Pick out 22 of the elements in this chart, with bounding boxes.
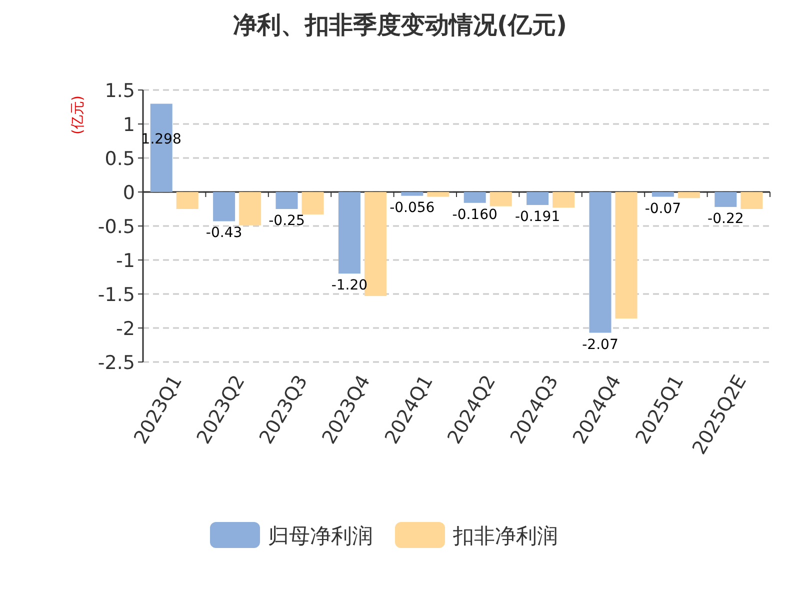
data-label: -2.07 xyxy=(582,336,618,353)
y-tick-label: -2.5 xyxy=(98,352,135,374)
data-label: -0.43 xyxy=(206,225,242,242)
y-tick-label: 0 xyxy=(122,182,135,204)
y-tick-label: -2 xyxy=(116,318,135,340)
data-label: -0.07 xyxy=(644,200,682,217)
y-tick-label: -0.5 xyxy=(98,216,135,238)
legend-label: 归母净利润 xyxy=(268,524,373,548)
y-tick-label: -1.5 xyxy=(98,284,135,306)
data-label: -0.160 xyxy=(452,206,498,223)
data-label: -0.22 xyxy=(708,210,744,227)
y-tick-label: 1.5 xyxy=(104,80,135,102)
y-tick-label: 0.5 xyxy=(104,148,135,170)
y-tick-label: 1 xyxy=(122,114,135,136)
y-axis-title: (亿元) xyxy=(70,96,86,134)
chart-title: 净利、扣非季度变动情况(亿元) xyxy=(233,11,567,39)
y-tick-label: -1 xyxy=(116,250,135,272)
data-label: -0.25 xyxy=(268,213,305,229)
data-label: -1.20 xyxy=(331,278,368,294)
data-label: -0.056 xyxy=(390,200,435,216)
legend-label: 扣非净利润 xyxy=(452,524,558,548)
data-label: -0.191 xyxy=(514,208,560,225)
